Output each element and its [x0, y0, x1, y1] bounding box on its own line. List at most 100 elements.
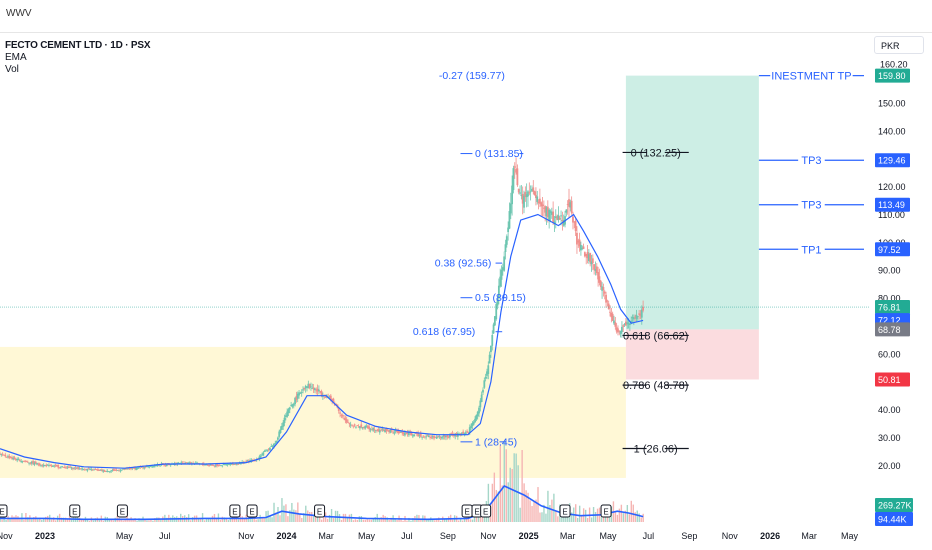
volume-bar [555, 511, 557, 522]
volume-bar [243, 517, 245, 522]
candle-body [427, 435, 430, 438]
volume-bar [642, 513, 644, 522]
volume-bar [487, 483, 490, 522]
x-tick-label: May [600, 531, 618, 541]
volume-bar [469, 519, 472, 522]
volume-bar [370, 519, 372, 522]
volume-bar [525, 490, 527, 522]
volume-bar [624, 510, 627, 522]
candle-body [377, 429, 380, 431]
volume-bar [463, 518, 466, 522]
candle-body [519, 192, 521, 194]
candle-body [583, 252, 586, 257]
candle-body [1, 453, 4, 455]
volume-bar [277, 507, 279, 522]
candle-body [411, 435, 414, 437]
volume-bar [402, 520, 404, 522]
candle-body [410, 432, 413, 436]
candle-body [168, 464, 171, 466]
candle-body [573, 221, 576, 223]
candle-body [224, 464, 226, 466]
candle-body [478, 407, 480, 414]
candle-body [165, 463, 168, 467]
candle-body [636, 316, 639, 317]
candle-body [529, 191, 532, 193]
volume-bar [640, 517, 642, 522]
volume-bar [41, 519, 43, 522]
candle-body [341, 415, 344, 417]
volume-bar [513, 453, 515, 522]
candle-body [271, 446, 274, 447]
volume-bar [54, 520, 57, 522]
vol-legend-label[interactable]: Vol [5, 64, 19, 75]
candle-body [417, 432, 420, 437]
candle-body [134, 467, 136, 469]
candle-body [482, 389, 484, 393]
candle-body [512, 168, 515, 190]
candle-body [266, 449, 269, 451]
candle-body [106, 470, 109, 472]
candle-body [418, 435, 421, 436]
fib-right: 0 (132.25) 0.618 (66.62) 0.786 (48.78) 1 (2… [622, 147, 689, 456]
candle-body [355, 426, 357, 428]
candle-body [89, 468, 91, 470]
candle-body [9, 457, 12, 459]
candle-body [12, 457, 15, 460]
candle-body [449, 434, 451, 438]
earnings-marker [600, 504, 612, 518]
volume-bar [549, 505, 551, 522]
currency-selector[interactable]: PKR [874, 36, 924, 54]
candle-body [53, 465, 56, 467]
candle-body [103, 470, 106, 472]
volume-bar [408, 517, 410, 522]
candle-body [73, 467, 76, 469]
earnings-label: E [483, 508, 488, 517]
volume-bar [166, 517, 168, 522]
volume-bar [154, 518, 156, 522]
candle-body [28, 462, 31, 464]
candle-body [438, 436, 441, 438]
fib-right-label: 0 (132.25) [631, 147, 681, 159]
volume-bar [112, 520, 114, 522]
volume-bar [86, 519, 89, 522]
earnings-label: E [464, 508, 469, 517]
candle-body [98, 469, 101, 471]
ema-legend-label[interactable]: EMA [5, 52, 27, 63]
candle-body [598, 276, 601, 283]
candle-body [337, 407, 340, 411]
volume-bar [396, 520, 398, 522]
candle-body [229, 463, 232, 465]
volume-bar [287, 516, 289, 522]
candle-body [24, 460, 27, 462]
candle-body [366, 425, 369, 429]
volume-bar [219, 519, 222, 522]
candle-body [435, 436, 438, 439]
candle-body [558, 217, 561, 220]
candle-body [119, 470, 122, 472]
candle-body [492, 324, 495, 334]
candle-body [467, 431, 470, 433]
volume-bar [295, 510, 297, 522]
candle-body [582, 246, 585, 249]
symbol-label[interactable]: FECTO CEMENT LTD · 1D · PSX [5, 40, 151, 51]
earnings-label: E [317, 508, 322, 517]
candle-body [156, 464, 159, 467]
fib-right-label: 1 (26.06) [634, 444, 678, 456]
candle-body [606, 300, 609, 302]
candle-body [499, 276, 502, 287]
volume-badge-label: 269.27K [878, 501, 912, 511]
candle-body [562, 219, 565, 226]
x-tick-label: May [358, 531, 376, 541]
volume-bar [380, 517, 382, 522]
volume-bar [146, 520, 148, 522]
volume-bar [632, 504, 634, 522]
candle-body [216, 464, 218, 466]
volume-bar [297, 502, 299, 522]
volume-bar [529, 500, 531, 522]
candle-body [63, 466, 66, 469]
candle-body [523, 195, 525, 208]
candle-body [269, 447, 271, 451]
candle-body [401, 431, 404, 434]
